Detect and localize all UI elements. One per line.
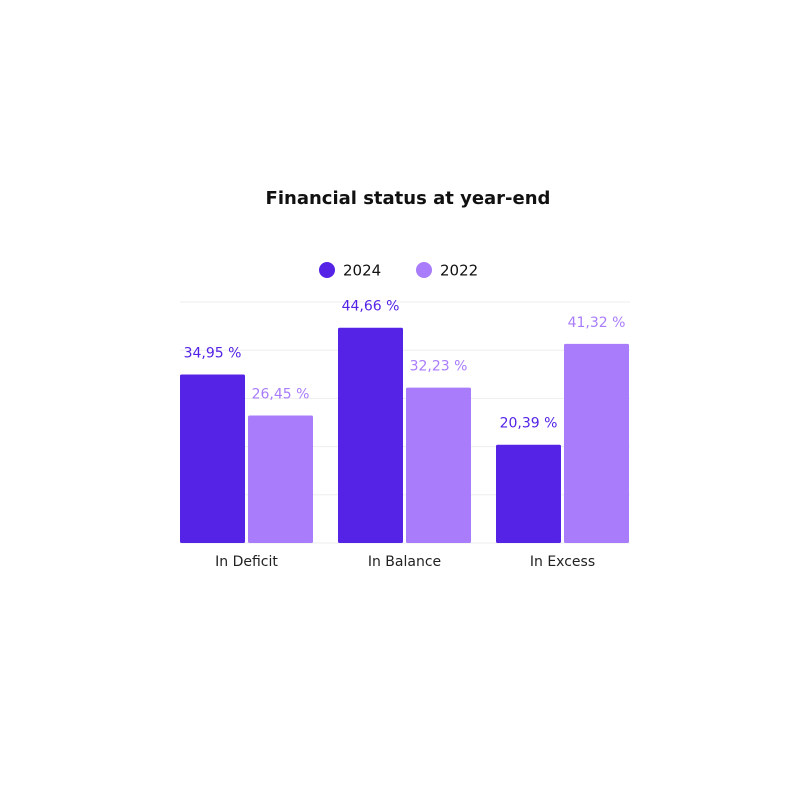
bar bbox=[564, 343, 629, 543]
legend-marker bbox=[416, 262, 432, 278]
bar bbox=[180, 374, 245, 543]
bar bbox=[406, 387, 471, 543]
chart-title: Financial status at year-end bbox=[266, 188, 551, 209]
value-label: 20,39 % bbox=[500, 416, 558, 432]
value-label: 41,32 % bbox=[568, 315, 626, 331]
bar bbox=[496, 444, 561, 543]
value-label: 26,45 % bbox=[252, 387, 310, 403]
value-label: 44,66 % bbox=[342, 299, 400, 315]
bar bbox=[248, 415, 313, 543]
x-tick-label: In Balance bbox=[368, 554, 441, 570]
legend-label: 2022 bbox=[440, 262, 478, 280]
legend-marker bbox=[319, 262, 335, 278]
legend-label: 2024 bbox=[343, 262, 381, 280]
x-tick-label: In Excess bbox=[530, 554, 595, 570]
value-label: 32,23 % bbox=[410, 359, 468, 375]
bar bbox=[338, 327, 403, 543]
x-tick-label: In Deficit bbox=[215, 554, 278, 570]
value-label: 34,95 % bbox=[184, 346, 242, 362]
